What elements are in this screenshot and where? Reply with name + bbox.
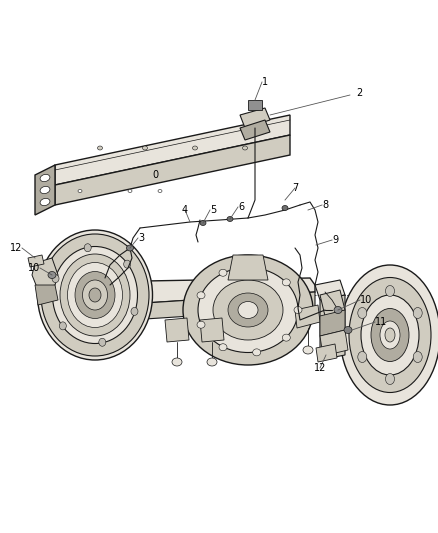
Text: 12: 12 [10,243,22,253]
Ellipse shape [200,221,206,225]
Ellipse shape [253,349,261,356]
Text: 3: 3 [138,233,144,243]
Text: 4: 4 [182,205,188,215]
Ellipse shape [127,245,134,251]
Ellipse shape [124,260,131,268]
Ellipse shape [40,174,50,182]
Ellipse shape [253,264,261,271]
Polygon shape [295,305,320,328]
Polygon shape [28,255,44,267]
Ellipse shape [207,358,217,366]
Ellipse shape [128,190,132,192]
Ellipse shape [183,255,313,365]
Ellipse shape [198,268,298,352]
Polygon shape [240,108,270,128]
Ellipse shape [283,334,290,341]
Polygon shape [55,115,290,185]
Ellipse shape [78,190,82,192]
Ellipse shape [303,346,313,354]
Polygon shape [145,292,315,319]
Ellipse shape [40,198,50,206]
Ellipse shape [84,244,91,252]
Text: 6: 6 [238,202,244,212]
Text: 11: 11 [375,317,387,327]
Ellipse shape [67,262,123,327]
Ellipse shape [99,338,106,346]
Polygon shape [315,280,345,300]
Text: 5: 5 [210,205,216,215]
Polygon shape [200,318,224,342]
Text: 9: 9 [332,235,338,245]
Ellipse shape [192,146,198,150]
Ellipse shape [361,295,419,375]
Text: 8: 8 [322,200,328,210]
Ellipse shape [59,322,66,330]
Polygon shape [145,278,315,303]
Bar [248,100,262,110]
Ellipse shape [40,187,50,193]
Ellipse shape [228,293,268,327]
Ellipse shape [53,246,138,343]
Ellipse shape [197,292,205,299]
Ellipse shape [197,321,205,328]
Polygon shape [32,258,58,290]
Ellipse shape [38,230,152,360]
Ellipse shape [41,234,149,356]
Polygon shape [320,330,348,356]
Polygon shape [165,318,189,342]
Text: 7: 7 [292,183,298,193]
Text: 10: 10 [28,263,40,273]
Ellipse shape [385,286,395,296]
Ellipse shape [294,306,302,313]
Text: 10: 10 [360,295,372,305]
Polygon shape [228,255,268,280]
Ellipse shape [158,190,162,192]
Ellipse shape [385,328,395,342]
Ellipse shape [340,265,438,405]
Ellipse shape [413,351,422,362]
Text: 12: 12 [314,363,326,373]
Ellipse shape [243,146,247,150]
Text: 0: 0 [152,170,158,180]
Ellipse shape [334,306,342,313]
Ellipse shape [131,308,138,316]
Ellipse shape [358,351,367,362]
Ellipse shape [60,254,130,336]
Ellipse shape [219,344,227,351]
Ellipse shape [358,308,367,319]
Ellipse shape [371,309,409,361]
Ellipse shape [282,206,288,211]
Polygon shape [55,135,290,205]
Polygon shape [35,285,58,305]
Ellipse shape [283,279,290,286]
Polygon shape [320,295,345,360]
Ellipse shape [52,274,59,282]
Ellipse shape [219,269,227,276]
Ellipse shape [48,271,56,279]
Ellipse shape [75,271,115,319]
Ellipse shape [82,280,107,310]
Ellipse shape [142,146,148,150]
Ellipse shape [349,278,431,392]
Ellipse shape [238,302,258,319]
Ellipse shape [380,321,400,349]
Polygon shape [320,310,345,336]
Ellipse shape [385,374,395,384]
Ellipse shape [413,308,422,319]
Ellipse shape [98,146,102,150]
Ellipse shape [227,216,233,222]
Ellipse shape [89,288,101,302]
Polygon shape [35,165,55,215]
Ellipse shape [213,280,283,340]
Text: 2: 2 [356,88,362,98]
Polygon shape [240,120,270,140]
Ellipse shape [344,327,352,334]
Text: 1: 1 [262,77,268,87]
Ellipse shape [172,358,182,366]
Polygon shape [316,344,337,362]
Polygon shape [320,290,345,316]
